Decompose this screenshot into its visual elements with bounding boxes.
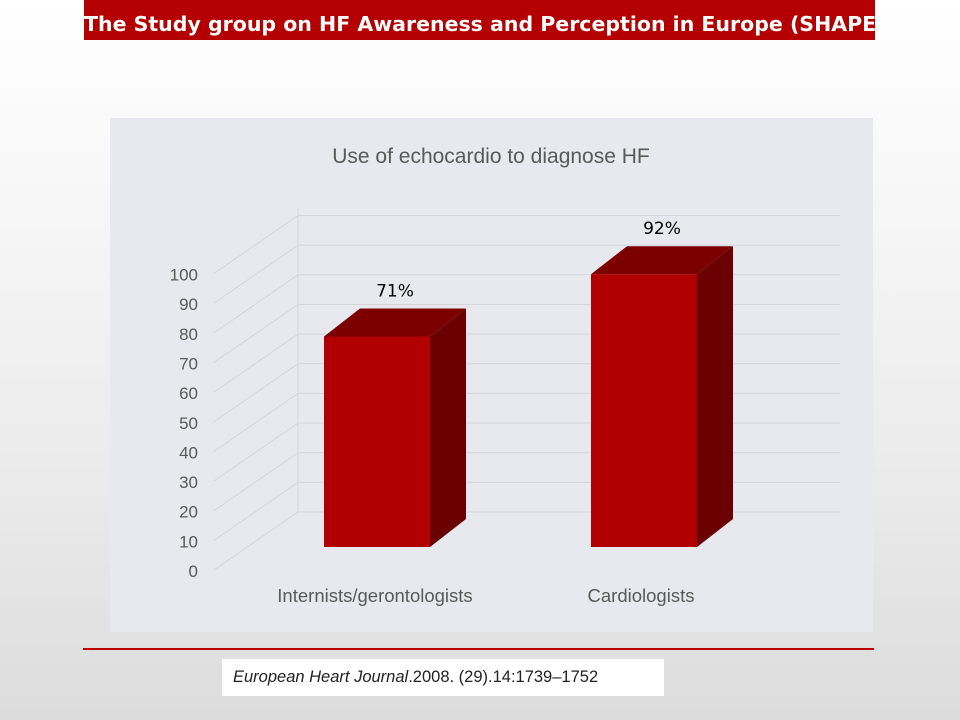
gridline <box>213 244 840 304</box>
gridline <box>213 422 840 482</box>
bar <box>324 336 430 547</box>
gridline <box>213 274 840 334</box>
gridline <box>213 303 840 363</box>
gridline <box>213 215 840 274</box>
gridline <box>213 511 840 571</box>
chart-panel: Use of echocardio to diagnose HF 0 10 20 30… <box>110 118 873 632</box>
gridline <box>213 333 840 393</box>
divider-line <box>83 648 874 650</box>
y-tick-label: 30 <box>179 473 198 492</box>
y-tick-label: 90 <box>179 295 198 314</box>
y-tick-label: 10 <box>179 532 198 551</box>
gridline <box>213 481 840 541</box>
x-category-label: Internists/gerontologists <box>277 585 472 606</box>
bar-side <box>430 308 466 547</box>
y-tick-label: 50 <box>179 414 198 433</box>
citation-details: .2008. (29).14:1739–1752 <box>408 668 599 686</box>
data-label: 71% <box>376 281 414 301</box>
gridline <box>213 392 840 452</box>
bar-top <box>324 308 466 337</box>
citation-box: European Heart Journal.2008. (29).14:173… <box>222 659 664 696</box>
data-label: 92% <box>643 219 681 239</box>
y-tick-label: 80 <box>179 325 198 344</box>
y-tick-label: 20 <box>179 503 198 522</box>
slide-title: The Study group on HF Awareness and Perc… <box>84 0 875 40</box>
y-tick-label: 60 <box>179 384 198 403</box>
bar-top <box>591 246 733 275</box>
x-category-label: Cardiologists <box>588 585 695 606</box>
y-tick-label: 70 <box>179 354 198 373</box>
bar-chart: Use of echocardio to diagnose HF 0 10 20 30… <box>170 145 840 606</box>
citation-journal: European Heart Journal <box>233 668 409 686</box>
y-tick-label: 0 <box>189 562 198 581</box>
bar <box>591 274 697 547</box>
y-tick-label: 40 <box>179 443 198 462</box>
chart-title: Use of echocardio to diagnose HF <box>332 145 650 168</box>
bar-side <box>697 246 733 547</box>
gridline <box>213 452 840 512</box>
gridline <box>213 363 840 423</box>
y-tick-label: 100 <box>170 266 198 285</box>
